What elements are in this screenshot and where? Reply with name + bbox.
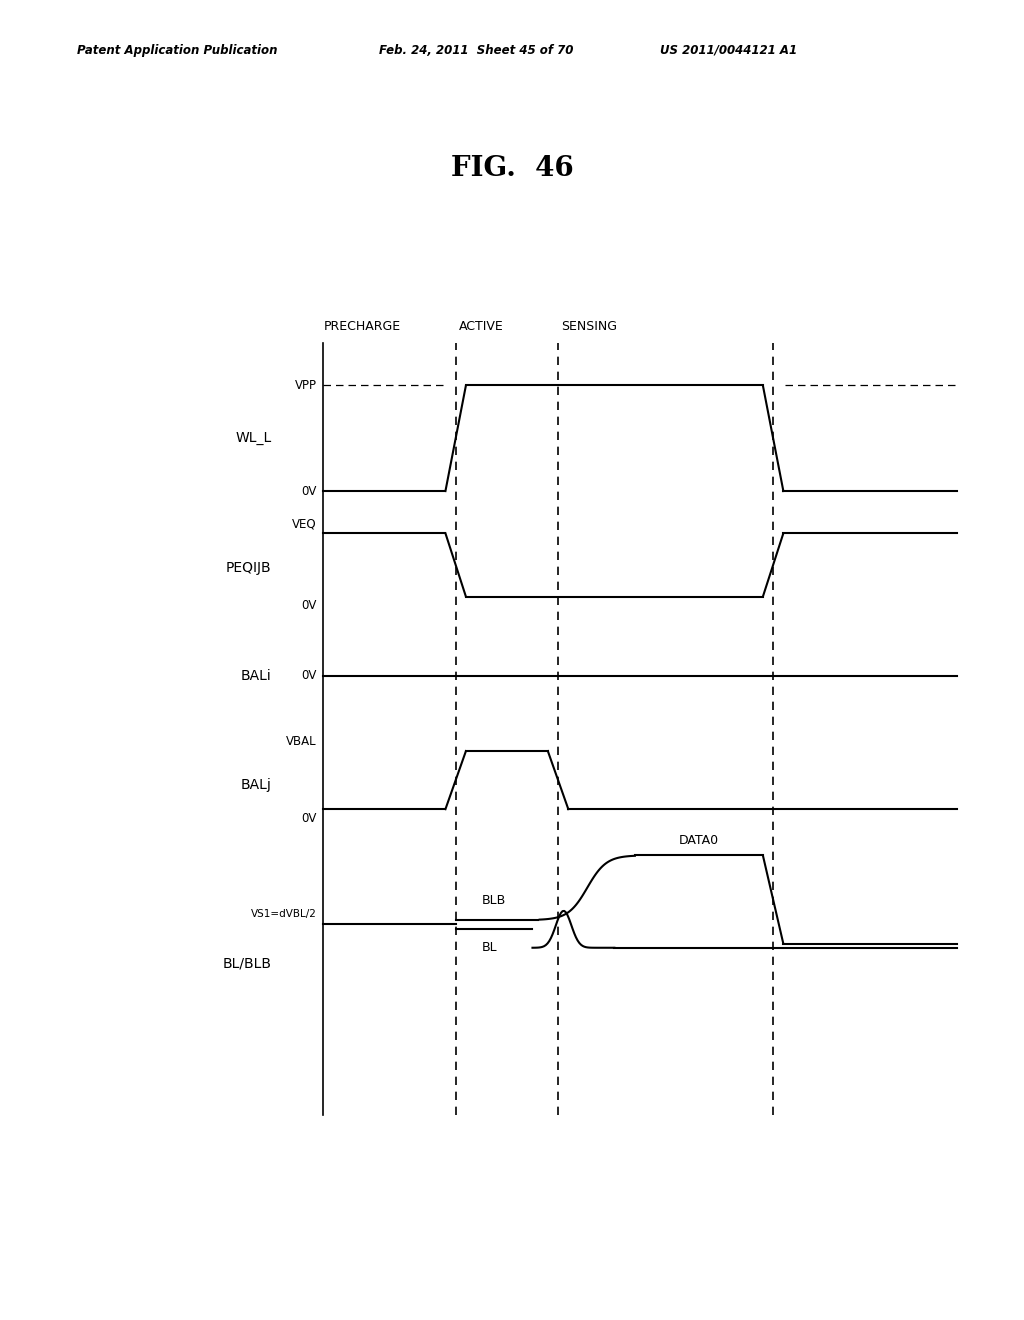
Text: 0V: 0V [301, 484, 316, 498]
Text: US 2011/0044121 A1: US 2011/0044121 A1 [660, 44, 798, 57]
Text: ACTIVE: ACTIVE [459, 319, 504, 333]
Text: VEQ: VEQ [292, 517, 316, 531]
Text: Feb. 24, 2011  Sheet 45 of 70: Feb. 24, 2011 Sheet 45 of 70 [379, 44, 573, 57]
Text: PRECHARGE: PRECHARGE [324, 319, 400, 333]
Text: WL_L: WL_L [236, 432, 271, 445]
Text: VPP: VPP [295, 379, 316, 392]
Text: Patent Application Publication: Patent Application Publication [77, 44, 278, 57]
Text: SENSING: SENSING [561, 319, 617, 333]
Text: BALj: BALj [241, 779, 271, 792]
Text: BALi: BALi [241, 669, 271, 682]
Text: VS1=dVBL/2: VS1=dVBL/2 [251, 908, 316, 919]
Text: FIG.  46: FIG. 46 [451, 156, 573, 182]
Text: VBAL: VBAL [286, 735, 316, 748]
Text: BL: BL [481, 941, 497, 954]
Text: PEQIJB: PEQIJB [225, 561, 271, 574]
Text: DATA0: DATA0 [679, 834, 719, 847]
Text: BLB: BLB [481, 894, 506, 907]
Text: BL/BLB: BL/BLB [222, 957, 271, 970]
Text: 0V: 0V [301, 812, 316, 825]
Text: 0V: 0V [301, 669, 316, 682]
Text: 0V: 0V [301, 599, 316, 612]
